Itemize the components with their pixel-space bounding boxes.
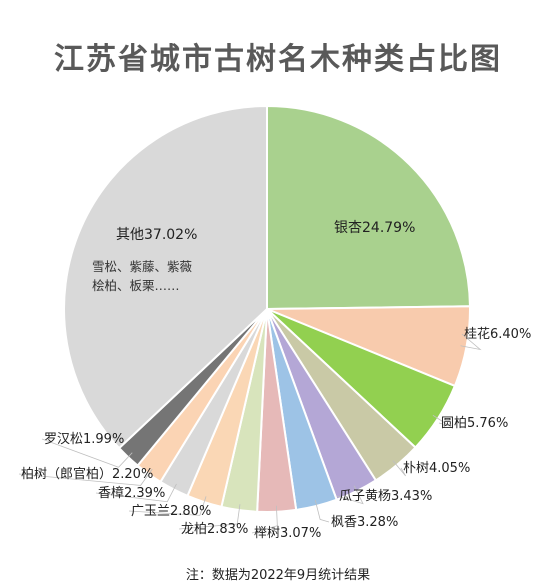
- leader-line-8: [128, 496, 207, 516]
- leader-line-1: [460, 333, 482, 351]
- other-species-line-0: 雪松、紫藤、紫薇: [92, 259, 193, 274]
- pie-slice-0: [266, 104, 471, 311]
- slice-label-7: 龙柏2.83%: [181, 522, 248, 537]
- leader-line-4: [336, 485, 364, 505]
- slice-label-3: 朴树4.05%: [403, 461, 470, 476]
- leader-line-10: [18, 468, 153, 486]
- slice-label-8: 广玉兰2.80%: [131, 504, 211, 519]
- leader-line-5: [314, 499, 330, 523]
- slice-label-11: 罗汉松1.99%: [44, 432, 124, 447]
- slice-label-1: 桂花6.40%: [464, 326, 531, 342]
- slice-label-6: 榉树3.07%: [254, 526, 321, 541]
- data-note: 注：数据为2022年9月统计结果: [185, 568, 371, 583]
- leader-line-3: [392, 460, 406, 477]
- slice-labels: 银杏24.79% 桂花6.40% 圆柏5.76% 朴树4.05% 瓜子黄杨3.43% 枫香…: [21, 220, 531, 541]
- leader-line-9: [95, 483, 177, 503]
- slice-label-9: 香樟2.39%: [98, 486, 165, 501]
- leader-line-2: [432, 414, 450, 427]
- chart-title: 江苏省城市古树名木种类占比图: [54, 42, 502, 77]
- slice-label-5: 枫香3.28%: [331, 515, 398, 530]
- other-species-line-1: 桧柏、板栗……: [92, 278, 180, 293]
- leader-line-7: [178, 504, 241, 530]
- slice-label-10: 柏树（郎官柏）2.20%: [21, 466, 153, 482]
- leader-lines: [18, 333, 482, 534]
- pie-slices: [63, 104, 471, 513]
- leader-line-11: [41, 438, 133, 468]
- slice-label-2: 圆柏5.76%: [441, 416, 508, 431]
- pie-slice-12: [63, 104, 268, 450]
- slice-label-0: 银杏24.79%: [334, 220, 415, 236]
- slice-label-12: 其他37.02%: [116, 227, 197, 243]
- leader-line-6: [251, 505, 278, 534]
- slice-label-4: 瓜子黄杨3.43%: [339, 489, 432, 504]
